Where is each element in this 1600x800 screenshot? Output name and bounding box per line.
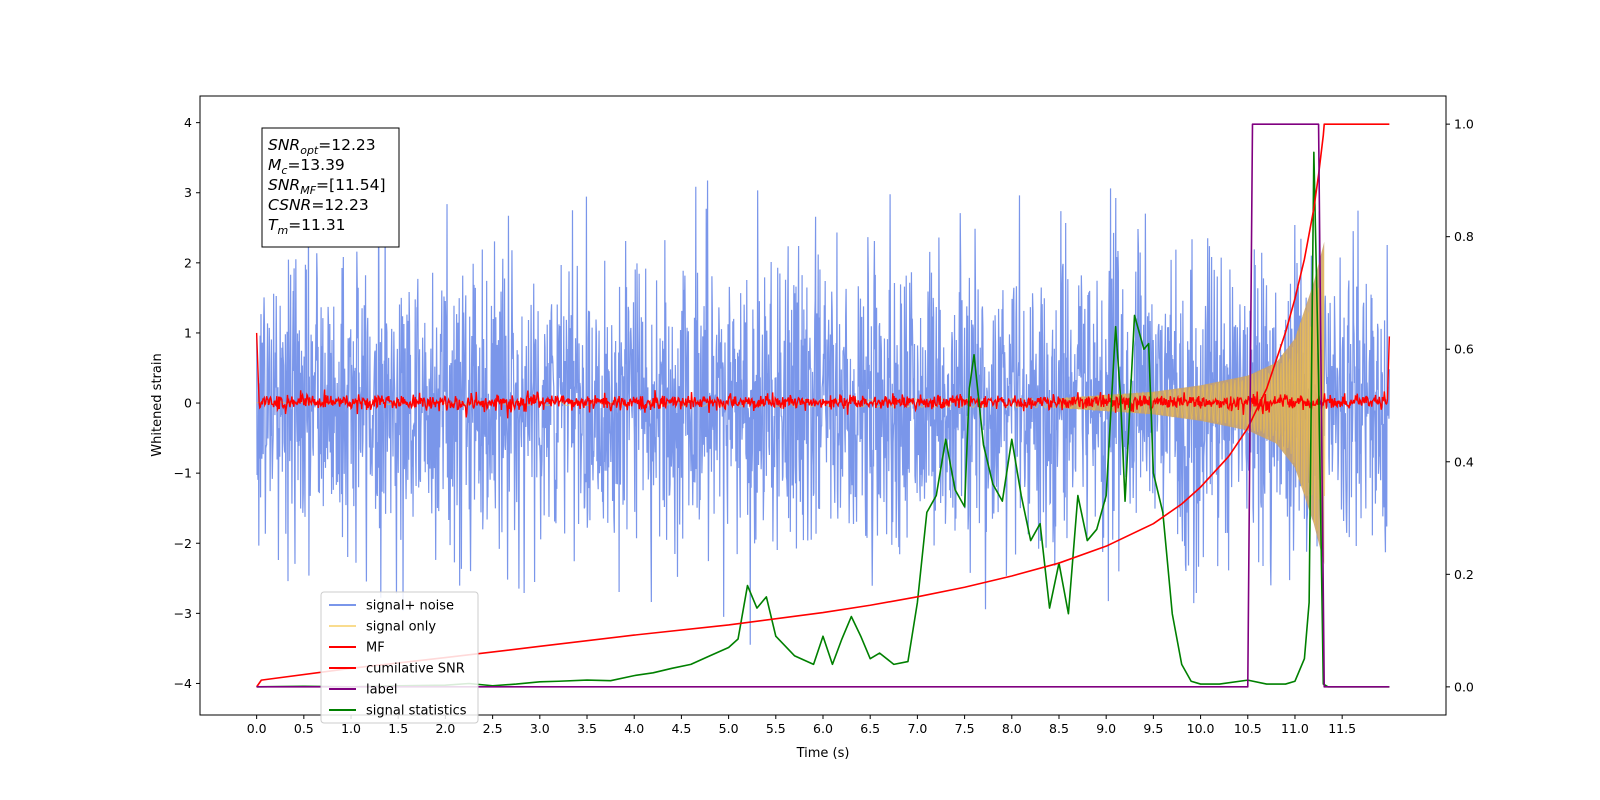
x-tick-label: 5.5: [766, 721, 786, 736]
series-layer: [255, 123, 1391, 688]
annotation-line: Tm=11.31: [268, 216, 346, 237]
legend-label: signal only: [366, 620, 436, 635]
y-tick-label: −3: [174, 606, 192, 621]
annotation-line: Mc=13.39: [268, 156, 345, 177]
x-tick-label: 5.0: [719, 721, 739, 736]
y-tick-label: 2: [184, 255, 192, 270]
series-signal-statistics: [256, 151, 1390, 688]
annotation-line: SNRopt=12.23: [268, 136, 376, 157]
x-tick-label: 3.0: [530, 721, 550, 736]
x-tick-label: 11.0: [1281, 721, 1309, 736]
x-tick-label: 2.5: [483, 721, 503, 736]
y-tick-label: −2: [174, 536, 192, 551]
x-tick-label: 6.0: [813, 721, 833, 736]
y-axis-left: −4 −3 −2 −1 0 1 2 3 4: [174, 115, 200, 691]
x-tick-label: 7.0: [907, 721, 927, 736]
y2-tick-label: 0.0: [1454, 679, 1474, 694]
y-tick-label: −1: [174, 466, 192, 481]
y2-tick-label: 0.4: [1454, 454, 1474, 469]
x-tick-label: 8.5: [1049, 721, 1069, 736]
y-axis-right: 0.0 0.2 0.4 0.6 0.8 1.0: [1446, 117, 1474, 694]
series-mf: [255, 332, 1391, 419]
legend-label: signal statistics: [366, 704, 467, 719]
y-axis-title: Whitened strain: [150, 353, 165, 456]
x-tick-label: 0.0: [247, 721, 267, 736]
x-tick-label: 8.0: [1002, 721, 1022, 736]
x-axis-title: Time (s): [796, 746, 850, 761]
legend-frame: [320, 591, 479, 724]
x-tick-label: 2.0: [435, 721, 455, 736]
legend: signal+ noise signal only MF cumilative SNR…: [320, 591, 479, 724]
y2-tick-label: 0.2: [1454, 567, 1474, 582]
x-tick-label: 1.0: [341, 721, 361, 736]
x-tick-label: 10.5: [1234, 721, 1262, 736]
y2-tick-label: 0.8: [1454, 229, 1474, 244]
x-tick-label: 6.5: [860, 721, 880, 736]
x-tick-label: 4.5: [671, 721, 691, 736]
annotation-line: CSNR=12.23: [268, 196, 369, 214]
annotation-line: SNRMF=[11.54]: [268, 176, 386, 197]
stats-annotation-box: SNRopt=12.23Mc=13.39SNRMF=[11.54]CSNR=12…: [261, 127, 400, 248]
y-tick-label: −4: [174, 676, 192, 691]
x-axis: 0.0 0.5 1.0 1.5 2.0 2.5 3.0 3.5 4.0 4.5 5.0 5.5 6.0 6…: [247, 715, 1356, 736]
x-tick-label: 7.5: [955, 721, 975, 736]
annotation-frame: [261, 127, 400, 248]
x-tick-label: 4.0: [624, 721, 644, 736]
legend-label: cumilative SNR: [366, 662, 465, 677]
legend-label: signal+ noise: [366, 599, 454, 614]
y2-tick-label: 0.6: [1454, 342, 1474, 357]
legend-label: MF: [366, 641, 385, 656]
legend-label: label: [366, 683, 397, 698]
x-tick-label: 9.5: [1143, 721, 1163, 736]
y-tick-label: 1: [184, 325, 192, 340]
x-tick-label: 9.0: [1096, 721, 1116, 736]
y-tick-label: 3: [184, 185, 192, 200]
x-tick-label: 0.5: [294, 721, 314, 736]
x-tick-label: 10.0: [1187, 721, 1215, 736]
x-tick-label: 1.5: [388, 721, 408, 736]
y2-tick-label: 1.0: [1454, 117, 1474, 132]
x-tick-label: 3.5: [577, 721, 597, 736]
y-tick-label: 0: [184, 396, 192, 411]
series-signal-plus-noise: [256, 165, 1390, 645]
series-cumulative-snr: [255, 123, 1390, 688]
y-tick-label: 4: [184, 115, 192, 130]
x-tick-label: 11.5: [1328, 721, 1356, 736]
series-label: [256, 123, 1390, 688]
